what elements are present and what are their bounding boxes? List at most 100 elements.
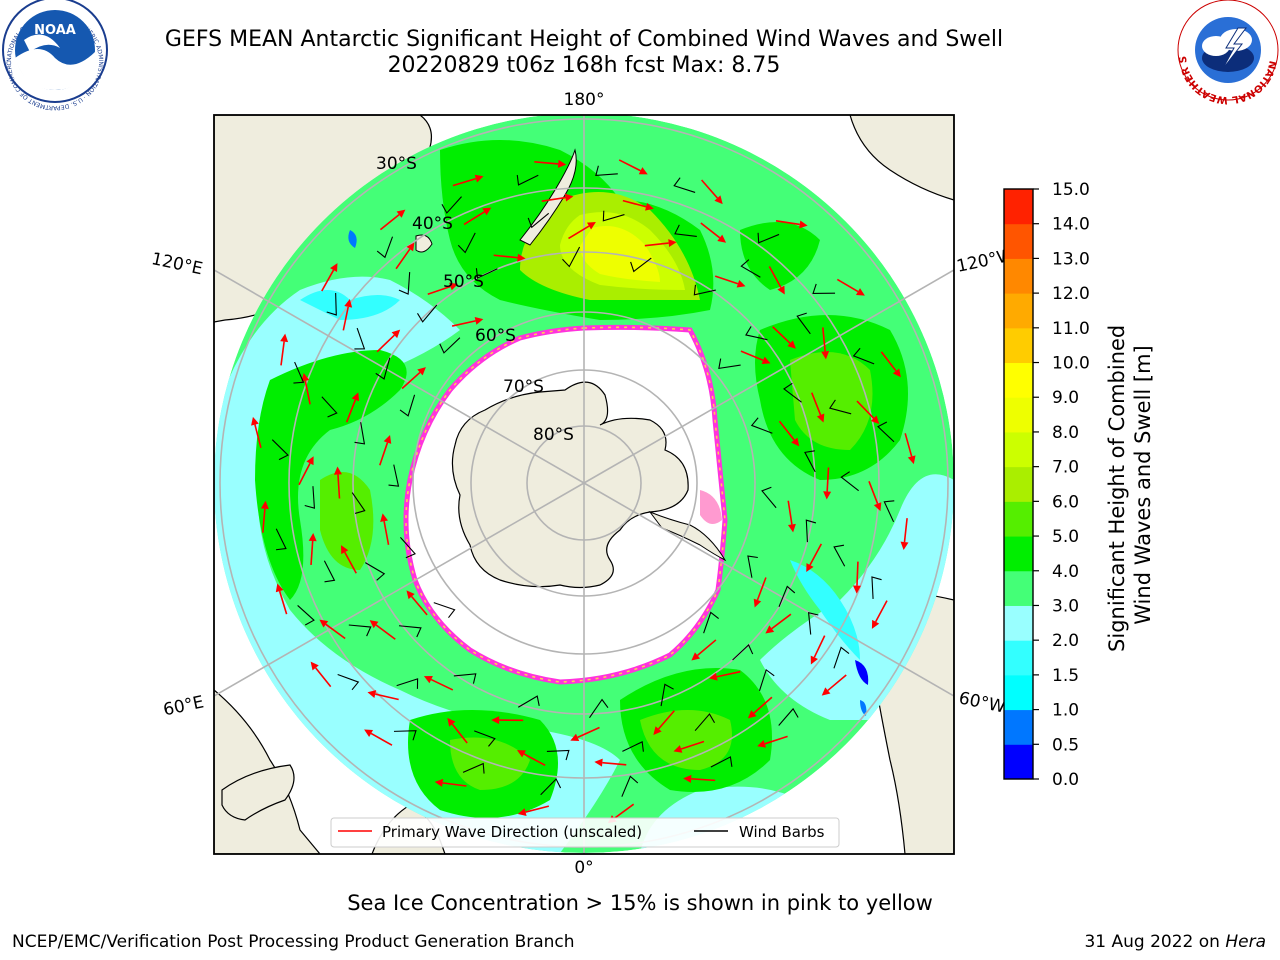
wind-barb xyxy=(833,544,846,567)
wind-barb xyxy=(337,673,360,691)
wind-barb xyxy=(877,421,895,443)
wind-barb xyxy=(365,562,386,581)
lat-label-50s: 50°S xyxy=(443,272,484,292)
wave-arrow xyxy=(319,619,346,640)
wind-barb xyxy=(474,730,496,747)
colorbar-swatch xyxy=(1004,362,1033,398)
wave-arrow xyxy=(310,661,332,688)
wind-barb xyxy=(740,259,761,278)
wind-barb xyxy=(540,778,562,796)
wind-barb xyxy=(660,683,674,707)
wind-barb xyxy=(694,713,716,732)
wind-barb xyxy=(693,284,716,296)
colorbar-swatch xyxy=(1004,327,1033,364)
wave-arrow xyxy=(568,221,596,240)
wave-arrow xyxy=(260,500,269,533)
wave-arrow xyxy=(871,600,888,629)
wave-arrow xyxy=(900,518,909,550)
wind-barb xyxy=(778,707,799,726)
wind-barb xyxy=(441,196,462,214)
colorbar-tick-label: 0.5 xyxy=(1052,735,1079,755)
colorbar-label-line2: Wind Waves and Swell [m] xyxy=(1131,345,1155,625)
colorbar-swatch xyxy=(1004,397,1033,433)
wave-arrow xyxy=(821,327,830,360)
wave-arrow xyxy=(644,239,677,248)
wind-barb xyxy=(275,528,287,551)
lat-label-30s: 30°S xyxy=(376,154,417,174)
wave-arrow xyxy=(653,710,675,735)
wave-arrow xyxy=(856,400,880,425)
wind-barb xyxy=(673,177,696,193)
wind-barb xyxy=(807,611,819,635)
wind-barb xyxy=(757,232,780,244)
lat-label-70s: 70°S xyxy=(503,377,544,397)
wave-arrow xyxy=(541,193,574,202)
wind-barb xyxy=(293,361,305,384)
wave-arrow xyxy=(691,639,717,661)
wind-barb xyxy=(622,740,644,752)
wave-arrow xyxy=(301,372,311,405)
wave-arrow xyxy=(700,222,727,243)
wind-barb xyxy=(871,576,882,599)
wind-barb xyxy=(804,450,816,473)
wind-barb xyxy=(475,268,498,279)
colorbar-tick-label: 14.0 xyxy=(1052,215,1090,235)
wave-arrow xyxy=(836,278,865,296)
wave-arrow xyxy=(379,209,406,231)
colorbar-swatch xyxy=(1004,223,1033,259)
wave-arrow xyxy=(423,675,454,691)
wave-arrow xyxy=(280,333,289,366)
colorbar-tick-label: 4.0 xyxy=(1052,562,1079,582)
wave-arrow xyxy=(406,590,428,616)
wind-barb xyxy=(732,644,754,661)
map-border xyxy=(213,114,955,855)
ice-edge-patch xyxy=(700,490,722,524)
wind-barb xyxy=(304,486,316,509)
colorbar: 0.0 0.5 1.0 1.5 2.0 3.0 4.0 5.0 6.0 7.0 8.0 9.0 10.0… xyxy=(1003,180,1155,790)
wave-arrow xyxy=(308,533,317,565)
wind-barb xyxy=(354,422,366,445)
colorbar-tick-label: 3.0 xyxy=(1052,596,1079,616)
colorbar-swatch xyxy=(1004,605,1033,641)
land-upper-right xyxy=(849,115,954,201)
wave-arrow xyxy=(321,263,338,292)
wave-arrow xyxy=(447,717,468,744)
colorbar-swatch xyxy=(1004,431,1033,468)
wave-arrow xyxy=(594,758,627,767)
sea-ice-note: Sea Ice Concentration > 15% is shown in … xyxy=(347,891,933,915)
wave-direction-arrows xyxy=(251,159,916,824)
wind-barb xyxy=(718,358,741,370)
wind-barb xyxy=(297,605,315,626)
wind-barb xyxy=(400,537,416,559)
land-antarctica xyxy=(451,381,689,589)
wind-barb xyxy=(398,625,422,638)
wave-arrow xyxy=(570,726,600,742)
wind-barb xyxy=(351,492,366,514)
wind-barb xyxy=(630,257,652,273)
colorbar-tick-label: 5.0 xyxy=(1052,527,1079,547)
wind-barb xyxy=(852,347,875,365)
wave-arrow xyxy=(340,545,357,574)
wind-barb xyxy=(517,695,540,708)
nws-ring-text: NATIONAL WEATHER SERVICE xyxy=(0,0,1278,105)
wave-arrow xyxy=(618,159,648,175)
nws-logo: NATIONAL WEATHER SERVICE xyxy=(0,0,1279,105)
lat-label-80s: 80°S xyxy=(533,425,574,445)
wave-arrow xyxy=(700,179,723,205)
wave-arrow xyxy=(517,805,550,816)
wind-barb xyxy=(433,602,456,618)
wind-barb xyxy=(323,560,336,583)
wind-barb xyxy=(439,337,461,354)
wave-arrow xyxy=(367,690,399,701)
wave-arrow xyxy=(852,561,861,594)
chart-title: GEFS MEAN Antarctic Significant Height o… xyxy=(164,27,1004,52)
wind-barb xyxy=(840,471,859,492)
wave-arrow xyxy=(622,199,654,211)
wind-barb xyxy=(396,678,419,689)
chart-subtitle: 20220829 t06z 168h fcst Max: 8.75 xyxy=(387,53,781,78)
legend-barb-label: Wind Barbs xyxy=(739,823,825,841)
colorbar-border xyxy=(1003,188,1034,780)
legend-wave-label: Primary Wave Direction (unscaled) xyxy=(382,823,642,841)
colorbar-tick-label: 9.0 xyxy=(1052,388,1079,408)
